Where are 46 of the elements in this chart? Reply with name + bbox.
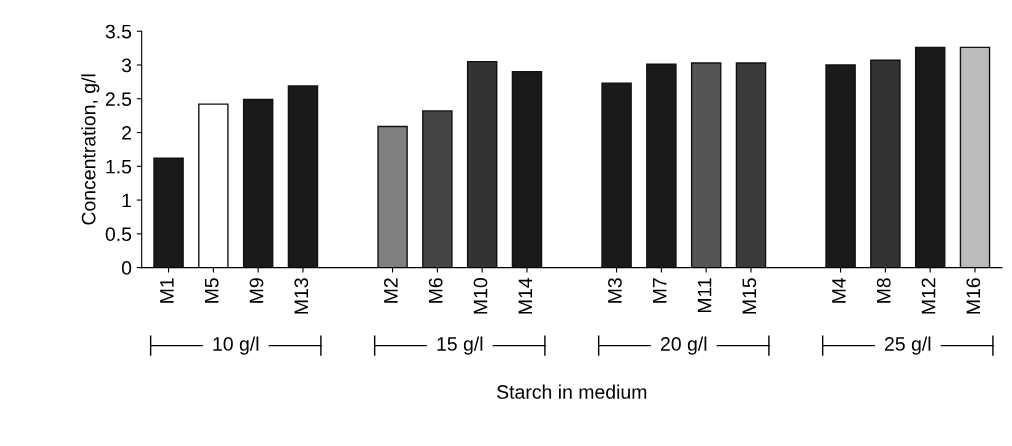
- bar: [153, 157, 184, 268]
- bar: [422, 110, 453, 268]
- x-tick-label: M9: [249, 278, 264, 303]
- y-axis-title: Concentration, g/l: [81, 74, 100, 225]
- x-tick-label: M8: [876, 278, 891, 303]
- text: 25 g/l: [884, 336, 931, 355]
- bar: [959, 46, 991, 268]
- text: 20 g/l: [660, 336, 707, 355]
- bar: [690, 62, 722, 268]
- bar: [198, 103, 229, 268]
- y-tick-label: 0.5: [105, 227, 132, 242]
- bar: [914, 46, 946, 268]
- bar: [735, 62, 767, 268]
- y-tick-label: 3: [121, 58, 132, 73]
- bar: [377, 125, 408, 268]
- bar: [242, 98, 274, 268]
- x-tick-label: M15: [742, 278, 757, 314]
- bar: [601, 82, 632, 268]
- x-tick-label: M10: [473, 278, 488, 314]
- x-tick-label: M2: [384, 278, 398, 303]
- x-tick-label: M16: [966, 278, 981, 314]
- bar: [511, 71, 543, 268]
- x-tick-label: M4: [832, 277, 846, 303]
- bar: [287, 85, 319, 268]
- x-axis-title: Starch in medium: [497, 384, 647, 399]
- bar: [870, 59, 901, 268]
- text: 15 g/l: [437, 336, 483, 355]
- y-tick-label: 0: [121, 261, 132, 275]
- x-tick-label: M7: [653, 278, 667, 303]
- x-tick-label: M11: [697, 278, 712, 313]
- x-tick-label: M12: [921, 278, 936, 314]
- x-tick-label: M3: [608, 278, 622, 303]
- x-tick-label: M14: [518, 277, 533, 314]
- x-tick-label: M5: [205, 278, 219, 303]
- y-tick-label: 1.5: [106, 159, 132, 174]
- y-tick-label: 2: [122, 125, 131, 140]
- x-tick-label: M6: [428, 278, 443, 303]
- bar: [466, 60, 498, 268]
- y-tick-label: 3.5: [105, 24, 132, 39]
- x-tick-label: M13: [294, 278, 309, 314]
- bar: [646, 63, 677, 268]
- y-tick-label: 1: [122, 193, 132, 208]
- text: 10 g/l: [213, 336, 259, 355]
- bar: [825, 64, 856, 268]
- x-tick-label: M1: [160, 278, 174, 303]
- y-tick-label: 2.5: [105, 92, 132, 106]
